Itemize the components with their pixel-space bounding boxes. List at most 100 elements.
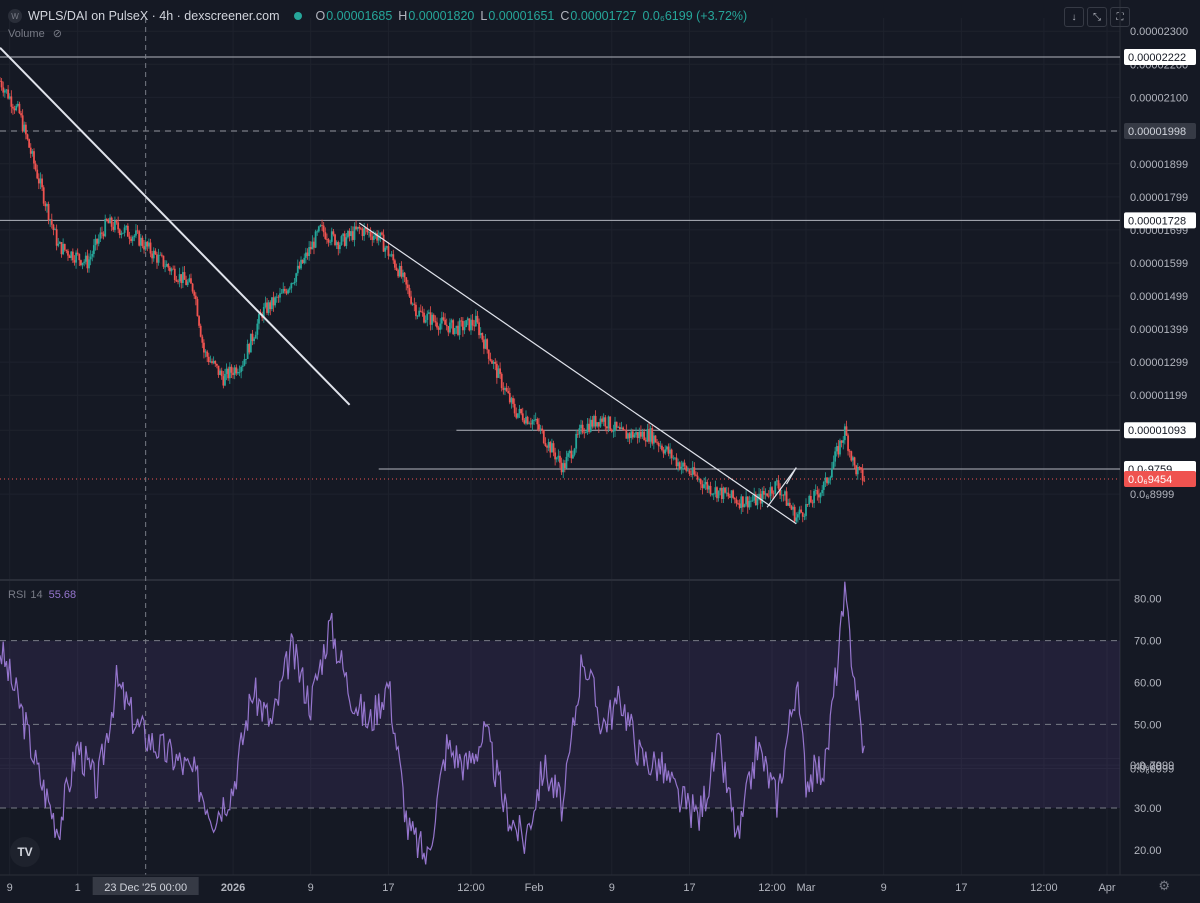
candle-body xyxy=(264,302,267,307)
tradingview-logo[interactable]: TV xyxy=(10,837,40,867)
candle-body xyxy=(10,96,13,107)
rsi-legend[interactable]: RSI 14 55.68 xyxy=(8,589,76,601)
candle-body xyxy=(366,228,369,233)
candle-body xyxy=(847,435,849,451)
candle-body xyxy=(748,500,751,508)
level-tag-bg xyxy=(1124,212,1196,229)
candle-body xyxy=(251,333,254,342)
candle-body xyxy=(612,430,615,432)
candle-body xyxy=(372,235,375,240)
candle-body xyxy=(80,260,82,266)
candle-body xyxy=(20,113,22,116)
candle-body xyxy=(29,147,32,154)
candle-body xyxy=(818,494,820,498)
candle-body xyxy=(581,424,584,433)
candle-body xyxy=(539,428,542,430)
candle-body xyxy=(751,500,754,502)
candle-body xyxy=(329,241,332,243)
candle-body xyxy=(457,325,459,335)
candle-body xyxy=(92,245,95,254)
candle-body xyxy=(483,339,485,349)
price-tick-label: 0.00002100 xyxy=(1130,92,1188,104)
candle-body xyxy=(94,238,97,246)
candle-body xyxy=(193,291,196,296)
candle-body xyxy=(426,313,429,320)
price-tick-label: 0.00001799 xyxy=(1130,192,1188,204)
candle-body xyxy=(238,371,241,373)
candle-body xyxy=(104,218,107,237)
candle-body xyxy=(287,289,289,294)
candle-body xyxy=(75,252,77,263)
volume-indicator[interactable]: Volume ⊘ xyxy=(8,27,62,41)
candle-body xyxy=(562,463,565,473)
candle-body xyxy=(180,274,183,284)
fullscreen-icon[interactable]: ⛶ xyxy=(1110,7,1130,27)
eye-off-icon[interactable]: ⊘ xyxy=(52,28,62,40)
candle-body xyxy=(215,363,218,366)
candle-body xyxy=(471,319,474,326)
candle-body xyxy=(680,466,683,470)
candle-body xyxy=(262,306,265,318)
trendline xyxy=(766,467,797,508)
candle-body xyxy=(497,368,500,378)
candle-body xyxy=(348,231,351,237)
candle-body xyxy=(421,311,424,313)
candle-body xyxy=(431,314,434,325)
candle-body xyxy=(249,333,252,353)
candle-body xyxy=(623,429,626,431)
price-tick-label: 0.0₆8999 xyxy=(1130,489,1174,501)
candle-body xyxy=(531,420,534,425)
candle-body xyxy=(23,124,26,132)
candle-body xyxy=(845,426,848,436)
close-value: 0.00001727 xyxy=(570,9,637,23)
candle-body xyxy=(830,468,833,478)
candle-body xyxy=(332,231,335,235)
gear-icon[interactable]: ⚙ xyxy=(1158,878,1170,893)
candle-body xyxy=(716,487,718,499)
candle-body xyxy=(593,415,595,427)
expand-icon[interactable]: ⤡ xyxy=(1087,7,1107,27)
candle-body xyxy=(761,491,764,504)
candle-body xyxy=(659,445,662,447)
close-label: C xyxy=(560,9,570,23)
candle-body xyxy=(484,339,487,349)
open-value: 0.00001685 xyxy=(326,9,393,23)
candle-body xyxy=(796,514,799,518)
rsi-tick-label: 30.00 xyxy=(1134,803,1162,815)
candle-body xyxy=(24,124,27,135)
candle-body xyxy=(88,259,90,269)
candle-body xyxy=(427,312,430,314)
candle-body xyxy=(185,279,188,286)
candle-body xyxy=(491,360,493,364)
price-tick-label: 0.0₆6999 xyxy=(1130,763,1174,775)
candle-body xyxy=(628,433,631,438)
candle-body xyxy=(46,204,48,207)
chart-header: W WPLS/DAI on PulseX · 4h · dexscreener.… xyxy=(8,8,753,24)
candle-body xyxy=(351,231,354,240)
candle-body xyxy=(256,323,259,335)
candle-body xyxy=(601,418,603,422)
candle-body xyxy=(285,291,288,294)
candle-body xyxy=(125,225,128,228)
candle-body xyxy=(772,493,775,495)
candle-body xyxy=(615,421,618,428)
arrow-down-icon[interactable]: ↓ xyxy=(1064,7,1084,27)
candle-body xyxy=(853,457,856,466)
candle-body xyxy=(774,481,777,494)
symbol-title[interactable]: WPLS/DAI on PulseX · 4h · dexscreener.co… xyxy=(28,9,280,23)
candle-body xyxy=(489,358,492,361)
candle-body xyxy=(528,423,531,425)
candle-body xyxy=(160,254,163,256)
candle-body xyxy=(52,224,55,231)
candle-body xyxy=(474,315,477,327)
candle-body xyxy=(667,446,670,454)
candle-body xyxy=(500,373,503,389)
candle-body xyxy=(458,320,461,335)
candle-body xyxy=(411,303,414,305)
candle-body xyxy=(7,89,9,99)
candle-body xyxy=(42,187,45,204)
candle-body xyxy=(455,325,458,329)
candle-body xyxy=(790,506,793,510)
candle-body xyxy=(589,419,592,432)
